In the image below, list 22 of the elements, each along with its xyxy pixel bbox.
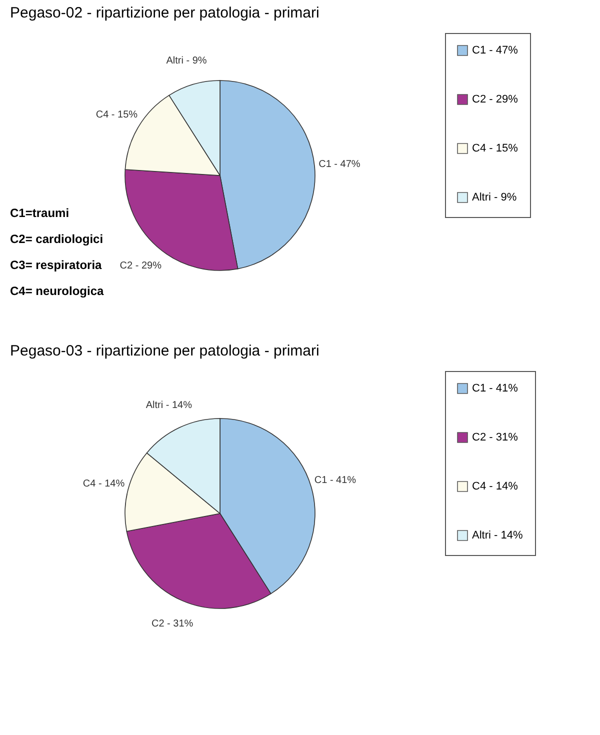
slice-label: C1 - 47% (318, 159, 360, 170)
slice-label: Altri - 9% (166, 55, 207, 66)
slice-label: C4 - 14% (82, 478, 125, 490)
legend-label: C4 - 15% (472, 142, 518, 154)
legend-label: Altri - 14% (472, 530, 523, 542)
legend-label: C2 - 31% (472, 432, 518, 444)
slice-label: Altri - 14% (146, 400, 192, 411)
slice-label: C2 - 29% (120, 260, 162, 272)
legend-label: C4 - 14% (472, 480, 518, 492)
slice-label: C2 - 31% (152, 618, 194, 630)
text: C1=traumi (10, 206, 70, 220)
legend-label: Altri - 9% (472, 192, 517, 204)
legend-label: C1 - 41% (472, 382, 518, 394)
slice-label: C1 - 41% (314, 475, 356, 486)
chart-title: Pegaso-02 - ripartizione per patologia - primari (10, 4, 320, 22)
text: C3= respiratoria (10, 258, 102, 272)
chart-title: Pegaso-03 - ripartizione per patologia - primari (10, 342, 320, 360)
text: C4= neurologica (10, 284, 104, 298)
slice-label: C4 - 15% (96, 109, 138, 120)
legend-label: C2 - 29% (472, 94, 518, 106)
legend-label: C1 - 47% (472, 44, 518, 56)
text: C2= cardiologici (10, 232, 104, 246)
